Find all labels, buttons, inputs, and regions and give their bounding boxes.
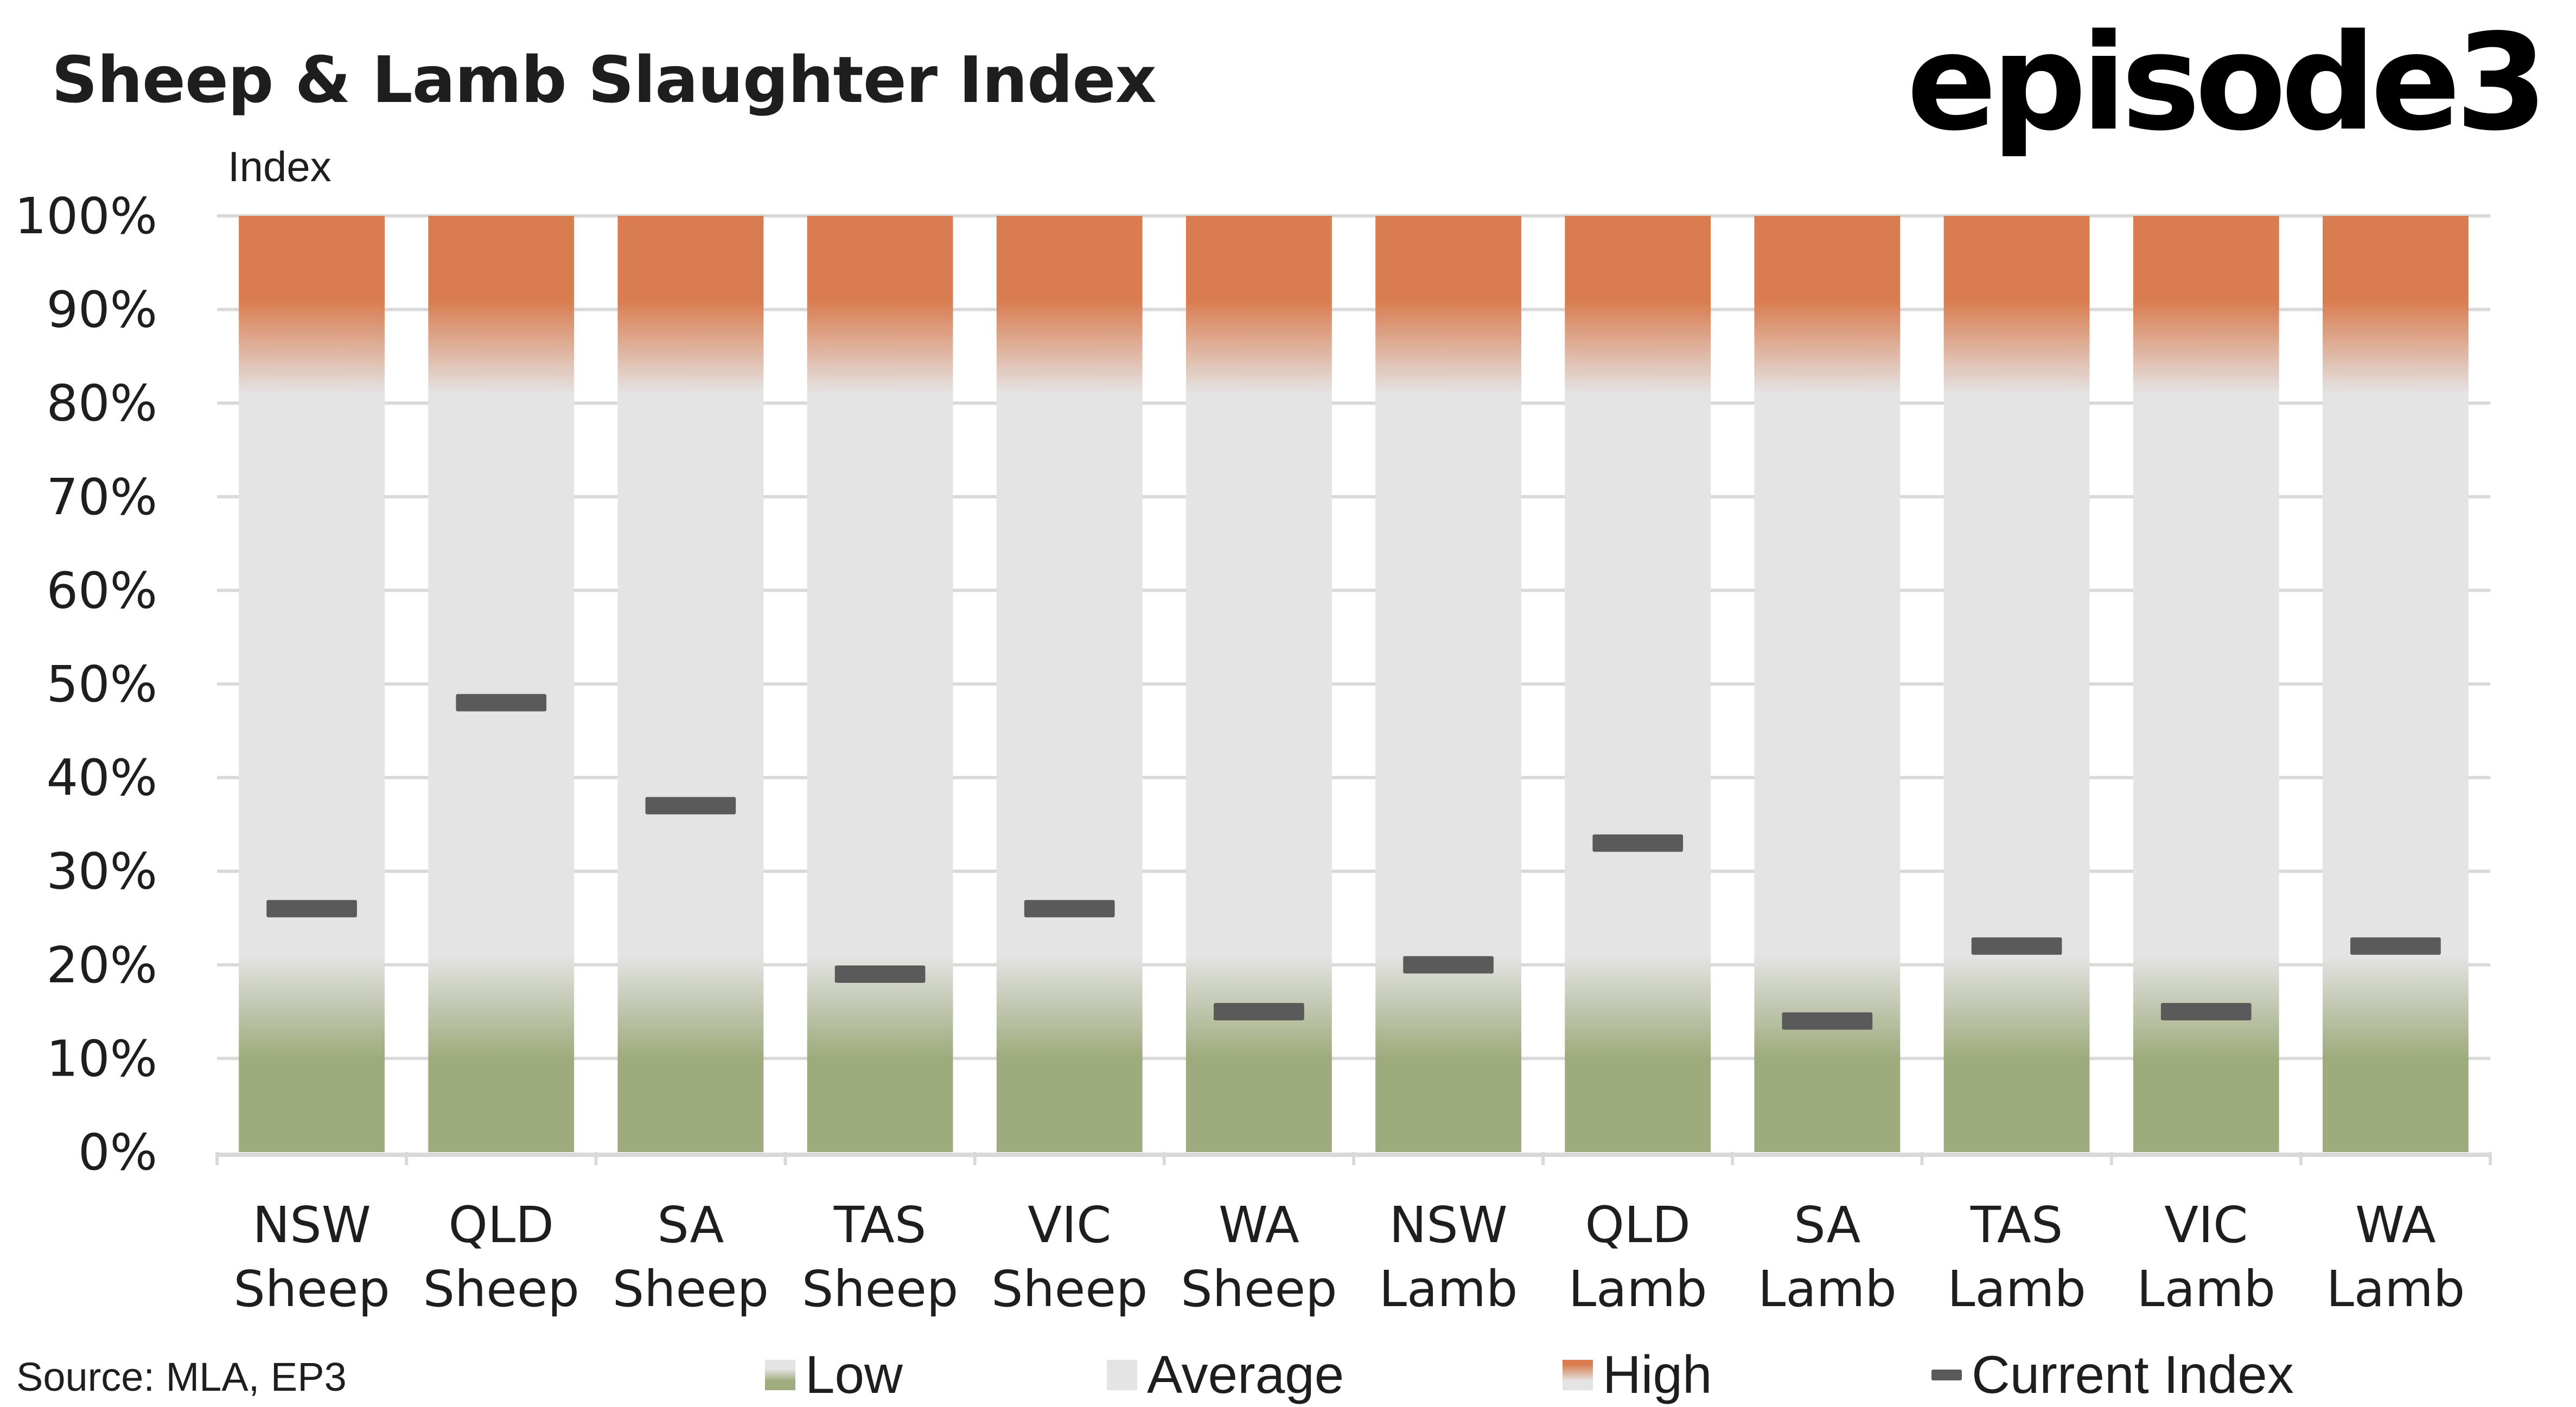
current-index-marker <box>1782 1012 1873 1030</box>
x-axis <box>215 1152 2492 1165</box>
range-bar <box>1943 216 2090 1152</box>
current-index-marker <box>1592 834 1684 852</box>
legend-label-average: Average <box>1147 1345 1344 1404</box>
current-index-marker <box>2350 937 2441 955</box>
y-tick-label: 10% <box>47 1029 157 1088</box>
y-tick-label: 30% <box>47 842 157 900</box>
x-tick-label-type: Lamb <box>2326 1260 2465 1318</box>
x-tick-label-region: VIC <box>1028 1196 1111 1254</box>
x-tick-label-type: Sheep <box>613 1260 769 1318</box>
range-bar <box>996 216 1143 1152</box>
x-tick-label-region: QLD <box>448 1196 554 1254</box>
y-tick-label: 90% <box>47 281 157 339</box>
range-bar <box>239 216 385 1152</box>
legend-item-high: High <box>1563 1344 1712 1405</box>
current-index-marker <box>1971 937 2062 955</box>
x-tick-label-type: Sheep <box>233 1260 390 1318</box>
legend-swatch-average <box>1107 1359 1137 1390</box>
range-bar <box>1754 216 1901 1152</box>
x-axis-labels: NSW Sheep QLD Sheep SA Sheep TAS Sheep VIC Sheep W… <box>233 1196 2465 1318</box>
range-bar <box>617 216 764 1152</box>
x-tick-label-region: NSW <box>252 1196 371 1254</box>
y-tick-label: 100% <box>15 187 157 245</box>
y-axis-label: Index <box>228 143 331 190</box>
chart-title: Sheep & Lamb Slaughter Index <box>52 42 1157 117</box>
x-tick-label-type: Lamb <box>1758 1260 1897 1318</box>
y-tick-label: 60% <box>47 561 157 619</box>
y-tick-label: 40% <box>47 749 157 807</box>
y-tick-label: 80% <box>47 374 157 432</box>
range-bar <box>428 216 575 1152</box>
legend-item-average: Average <box>1107 1344 1344 1405</box>
current-index-marker <box>1214 1003 1304 1021</box>
legend: Low Average High Current Index <box>0 1344 2576 1404</box>
bars <box>239 216 2469 1152</box>
legend-label-high: High <box>1603 1345 1712 1404</box>
x-tick-label-region: WA <box>1219 1196 1299 1254</box>
chart-plot: 0% 10% 20% 30% 40% 50% 60% 70% 80% 90% 100% NSW She… <box>15 187 2492 1318</box>
current-index-marker <box>456 694 547 712</box>
current-index-marker <box>1024 900 1115 918</box>
range-bar <box>2322 216 2469 1152</box>
gridlines <box>217 214 2490 1060</box>
x-tick-label-region: SA <box>1794 1196 1860 1254</box>
x-tick-label-region: WA <box>2355 1196 2436 1254</box>
x-tick-label-type: Lamb <box>1947 1260 2086 1318</box>
range-bar <box>1565 216 1711 1152</box>
x-tick-label-type: Sheep <box>423 1260 579 1318</box>
current-index-marker <box>2160 1003 2252 1021</box>
legend-swatch-low <box>765 1359 795 1390</box>
x-tick-label-region: QLD <box>1585 1196 1691 1254</box>
legend-swatch-current-index <box>1931 1369 1962 1380</box>
y-tick-label: 70% <box>47 468 157 526</box>
legend-swatch-high <box>1563 1359 1593 1390</box>
y-tick-label: 20% <box>47 936 157 994</box>
x-tick-label-region: SA <box>657 1196 724 1254</box>
source-note: Source: MLA, EP3 <box>16 1354 347 1399</box>
x-tick-label-region: NSW <box>1389 1196 1507 1254</box>
range-bar <box>1185 216 1332 1152</box>
x-tick-label-type: Sheep <box>1181 1260 1337 1318</box>
episode3-logo: episode3 <box>1907 5 2548 160</box>
y-tick-label: 50% <box>47 655 157 713</box>
x-tick-label-type: Lamb <box>1568 1260 1707 1318</box>
range-bar <box>807 216 953 1152</box>
range-bar <box>1375 216 1522 1152</box>
current-index-marker <box>266 900 357 918</box>
current-index-marker <box>645 797 736 815</box>
legend-item-low: Low <box>765 1344 903 1405</box>
x-tick-label-region: TAS <box>1970 1196 2063 1254</box>
x-tick-label-region: TAS <box>833 1196 926 1254</box>
x-tick-label-type: Lamb <box>1379 1260 1518 1318</box>
range-bar <box>2133 216 2279 1152</box>
current-index-marker <box>834 965 926 983</box>
x-tick-label-region: VIC <box>2164 1196 2248 1254</box>
x-tick-label-type: Lamb <box>2137 1260 2275 1318</box>
x-tick-label-type: Sheep <box>802 1260 958 1318</box>
current-index-marker <box>1403 956 1494 974</box>
legend-label-current-index: Current Index <box>1972 1345 2294 1404</box>
y-tick-label: 0% <box>78 1123 157 1181</box>
legend-label-low: Low <box>805 1345 903 1404</box>
y-axis-ticks: 0% 10% 20% 30% 40% 50% 60% 70% 80% 90% 100% <box>15 187 157 1181</box>
current-index-markers <box>266 694 2441 1030</box>
x-tick-label-type: Sheep <box>991 1260 1147 1318</box>
legend-item-current-index: Current Index <box>1931 1344 2294 1405</box>
